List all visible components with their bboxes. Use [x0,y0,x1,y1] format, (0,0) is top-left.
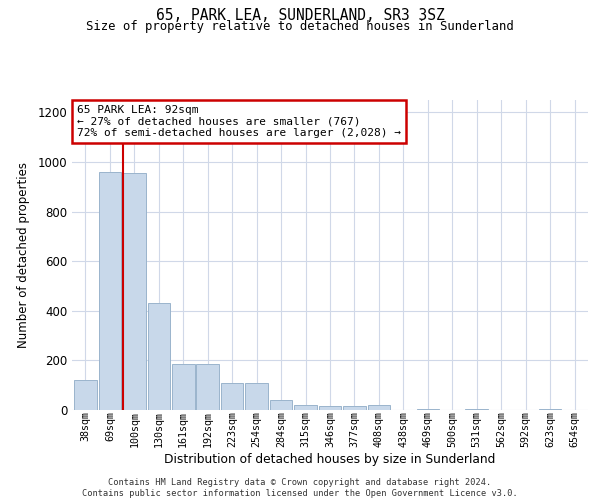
Y-axis label: Number of detached properties: Number of detached properties [17,162,31,348]
Text: 65, PARK LEA, SUNDERLAND, SR3 3SZ: 65, PARK LEA, SUNDERLAND, SR3 3SZ [155,8,445,22]
Bar [416,409,439,410]
Bar [368,405,390,410]
Bar [539,409,562,410]
Bar [466,409,488,410]
Bar [343,406,366,410]
Bar [98,172,121,410]
Text: Size of property relative to detached houses in Sunderland: Size of property relative to detached ho… [86,20,514,33]
Bar [123,173,146,410]
Bar [221,382,244,410]
Bar [319,406,341,410]
Bar [148,304,170,410]
Text: 65 PARK LEA: 92sqm
← 27% of detached houses are smaller (767)
72% of semi-detach: 65 PARK LEA: 92sqm ← 27% of detached hou… [77,104,401,138]
Bar [245,382,268,410]
X-axis label: Distribution of detached houses by size in Sunderland: Distribution of detached houses by size … [164,453,496,466]
Bar [196,364,219,410]
Text: Contains HM Land Registry data © Crown copyright and database right 2024.
Contai: Contains HM Land Registry data © Crown c… [82,478,518,498]
Bar [74,380,97,410]
Bar [172,364,194,410]
Bar [270,400,292,410]
Bar [294,405,317,410]
